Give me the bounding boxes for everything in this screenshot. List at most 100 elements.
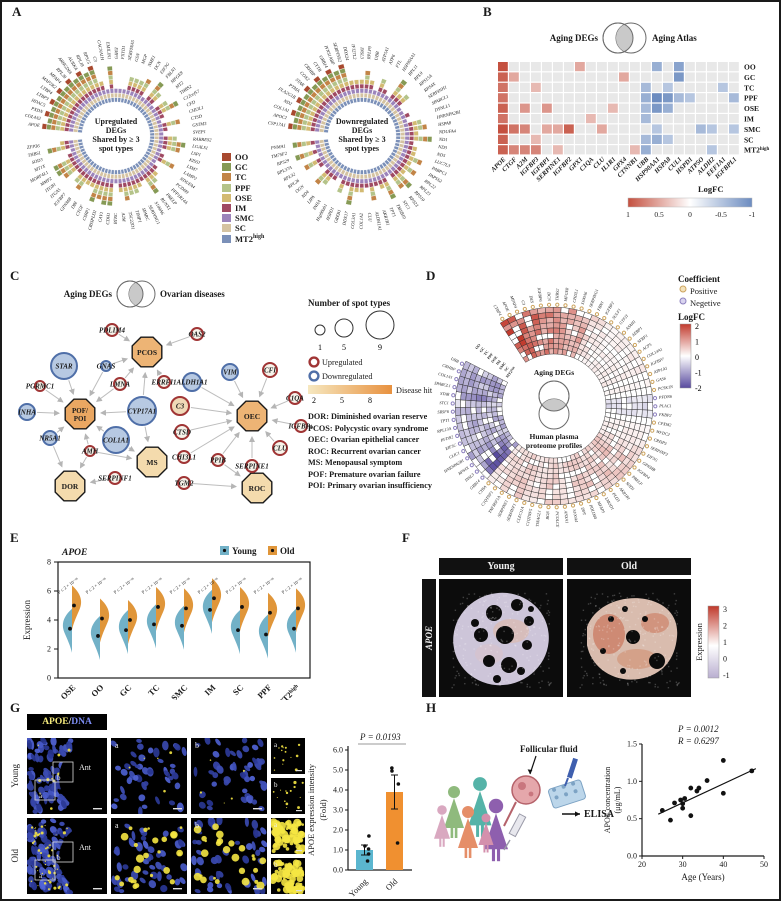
svg-text:a: a — [115, 741, 119, 750]
svg-text:PPF: PPF — [255, 682, 273, 700]
svg-text:TGM2: TGM2 — [174, 479, 194, 487]
svg-text:C1QTNF5: C1QTNF5 — [525, 508, 534, 526]
svg-text:SOD3: SOD3 — [31, 157, 44, 165]
svg-text:CAV1: CAV1 — [97, 211, 104, 222]
network-graph: PCOS POF/POI MS DOR OEC ROC PDLIM4 OAS2 STAR GNAS… — [17, 323, 312, 504]
legend-item: SC — [222, 223, 274, 233]
svg-text:WFDC2: WFDC2 — [656, 429, 671, 437]
abbreviation-line: OEC: Ovarian epithelial cancer — [308, 435, 420, 444]
svg-text:FKBP2: FKBP2 — [658, 412, 672, 418]
svg-text:b: b — [274, 861, 278, 869]
svg-text:CLU: CLU — [367, 212, 373, 222]
svg-text:GSN: GSN — [134, 52, 141, 63]
logfc-colorbar: LogFC 1 0.5 0 -0.5 -1 — [626, 184, 755, 219]
svg-text:OO: OO — [89, 682, 106, 699]
downregulated-key: Downregulated — [308, 370, 468, 382]
legend-item: SMC — [222, 213, 274, 223]
svg-text:MFGE8: MFGE8 — [563, 287, 570, 303]
svg-text:CRHBP: CRHBP — [442, 362, 457, 371]
disease-hit-ticks: 2 5 8 — [312, 396, 372, 405]
legend-item: MT2high — [222, 234, 274, 244]
svg-text:CLIC1: CLIC1 — [448, 450, 460, 460]
svg-text:SFRP1: SFRP1 — [636, 333, 648, 344]
svg-text:0: 0 — [47, 674, 51, 683]
svg-text:SERPINA5: SERPINA5 — [127, 39, 136, 61]
svg-text:1: 1 — [723, 638, 727, 647]
svg-text:GC: GC — [117, 682, 133, 698]
svg-text:CTGF: CTGF — [75, 204, 85, 217]
svg-text:CRISP3: CRISP3 — [653, 437, 667, 446]
svg-text:1: 1 — [695, 338, 699, 347]
svg-text:SERPINE2: SERPINE2 — [332, 42, 343, 64]
legend-item: PPF — [222, 183, 274, 193]
svg-text:PFDN2: PFDN2 — [439, 434, 454, 443]
legend-item: IM — [222, 203, 274, 213]
svg-text:P ≤ 2 × 10⁻¹⁶: P ≤ 2 × 10⁻¹⁶ — [169, 576, 192, 595]
up-ring-icon — [308, 356, 320, 368]
svg-text:Follicular fluid: Follicular fluid — [520, 744, 578, 754]
svg-text:DOR: DOR — [62, 482, 79, 491]
svg-text:20: 20 — [638, 860, 646, 869]
svg-text:RPL37A: RPL37A — [275, 165, 292, 176]
legend-label: OSE — [235, 192, 253, 203]
svg-text:SERPING1: SERPING1 — [588, 288, 599, 308]
network-nodes: PCOS POF/POI MS DOR OEC ROC PDLIM4 OAS2 STAR GNAS… — [17, 323, 312, 504]
svg-text:SC: SC — [744, 135, 754, 144]
svg-text:Young: Young — [232, 546, 257, 556]
svg-text:SPARCL1: SPARCL1 — [434, 380, 451, 388]
svg-text:COL1A2: COL1A2 — [359, 212, 364, 229]
svg-text:CHI3L1: CHI3L1 — [571, 289, 579, 303]
abbreviation-line: POI: Primary ovarian insufficiency — [308, 481, 432, 490]
svg-text:MFAP5: MFAP5 — [596, 499, 606, 514]
svg-text:ATP5A1: ATP5A1 — [380, 46, 389, 63]
violin-pairs: P ≤ 2 × 10⁻¹⁶ OSE P ≤ 2 × 10⁻¹⁶ OO P ≤ 2 × 1… — [57, 576, 306, 700]
svg-text:INSL3: INSL3 — [360, 46, 365, 59]
svg-text:UBB: UBB — [373, 51, 380, 61]
svg-text:SVEP1: SVEP1 — [193, 129, 206, 135]
svg-text:POI: POI — [74, 415, 87, 423]
svg-text:HSPD1: HSPD1 — [325, 206, 335, 222]
svg-text:VIM: VIM — [223, 368, 237, 376]
svg-text:Upregulated: Upregulated — [95, 117, 138, 126]
svg-text:ND5: ND5 — [435, 151, 446, 158]
svg-text:PNMA1: PNMA1 — [270, 143, 286, 150]
svg-text:SC: SC — [231, 682, 246, 697]
svg-text:SULF1: SULF1 — [611, 307, 622, 320]
legend-label: PPF — [235, 182, 251, 193]
svg-text:P = 0.0193: P = 0.0193 — [359, 732, 401, 742]
svg-text:a: a — [39, 792, 43, 800]
svg-text:DBI: DBI — [69, 200, 78, 210]
svg-text:3.0: 3.0 — [333, 806, 343, 815]
syringe-icon — [503, 813, 527, 851]
svg-text:ZFP36: ZFP36 — [27, 143, 41, 150]
svg-text:MT2: MT2 — [174, 80, 185, 90]
svg-text:Aging DEGs: Aging DEGs — [550, 33, 599, 43]
svg-text:MT2high: MT2high — [505, 365, 517, 378]
svg-text:b: b — [195, 821, 199, 830]
spatial-image-old — [567, 579, 691, 697]
spatial-row-label: APOE — [422, 579, 436, 697]
svg-text:P = 0.0012: P = 0.0012 — [677, 724, 719, 734]
svg-text:EIF3G: EIF3G — [645, 452, 659, 462]
spatial-young-header: Young — [439, 558, 563, 575]
panel-letter-a: A — [12, 4, 22, 19]
svg-text:CYTB: CYTB — [312, 61, 322, 73]
legend-item: TC — [222, 172, 274, 182]
if-channel-b-old: b — [271, 858, 305, 894]
svg-text:INSL3: INSL3 — [463, 472, 475, 483]
svg-text:RPS15: RPS15 — [82, 50, 92, 65]
svg-text:PFDN6: PFDN6 — [658, 394, 673, 400]
svg-text:OSE: OSE — [491, 355, 499, 364]
spatial-image-young — [439, 579, 563, 697]
svg-text:spot types: spot types — [99, 144, 133, 153]
tissue-section — [451, 592, 552, 689]
svg-text:HDAC5: HDAC5 — [30, 97, 47, 108]
svg-text:PPF: PPF — [487, 352, 495, 360]
svg-text:5: 5 — [340, 396, 344, 405]
svg-text:THBS1: THBS1 — [27, 150, 41, 158]
if-channel-b-young: b — [271, 778, 305, 814]
scatter-points — [658, 758, 757, 823]
svg-text:b: b — [57, 854, 61, 862]
if-zoom-a-young: a — [111, 738, 187, 814]
